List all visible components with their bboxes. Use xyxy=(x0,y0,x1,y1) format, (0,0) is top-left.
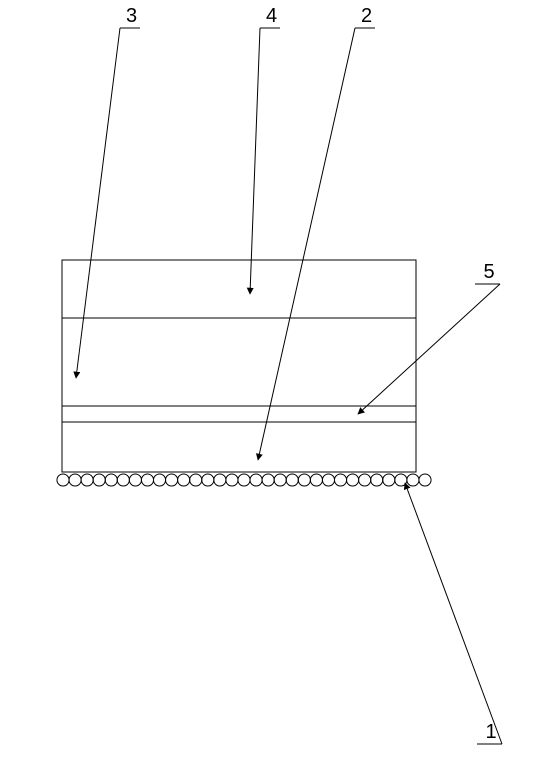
bead-circle xyxy=(117,474,129,486)
bead-circle xyxy=(298,474,310,486)
bead-circle xyxy=(262,474,274,486)
callout-arrow-3 xyxy=(76,28,120,378)
bead-circle xyxy=(286,474,298,486)
callout-label-5: 5 xyxy=(484,261,495,283)
bead-circle xyxy=(274,474,286,486)
labels-group: 3 4 2 5 1 xyxy=(126,5,497,743)
bead-circle xyxy=(250,474,262,486)
diagram-canvas: 3 4 2 5 1 xyxy=(0,0,550,764)
bead-circle xyxy=(347,474,359,486)
bead-circle xyxy=(238,474,250,486)
bead-circle xyxy=(190,474,202,486)
bead-circle xyxy=(310,474,322,486)
callout-label-1: 1 xyxy=(486,721,497,743)
bead-circle xyxy=(226,474,238,486)
bead-circle xyxy=(93,474,105,486)
bead-circle xyxy=(105,474,117,486)
bead-circle xyxy=(81,474,93,486)
bead-circle xyxy=(419,474,431,486)
bead-circle xyxy=(359,474,371,486)
bead-circle xyxy=(407,474,419,486)
geometry-group xyxy=(57,28,502,744)
bead-circle xyxy=(371,474,383,486)
callout-label-3: 3 xyxy=(126,5,137,27)
bead-circle xyxy=(383,474,395,486)
bead-circle xyxy=(202,474,214,486)
callout-arrow-2 xyxy=(258,28,355,460)
layer-block xyxy=(62,260,416,472)
bead-circle xyxy=(141,474,153,486)
bead-circle xyxy=(129,474,141,486)
bead-circle xyxy=(334,474,346,486)
bead-circle xyxy=(166,474,178,486)
bead-circle xyxy=(322,474,334,486)
callout-label-4: 4 xyxy=(266,5,277,27)
callout-arrow-5 xyxy=(358,284,500,414)
bead-circle xyxy=(69,474,81,486)
bead-circle xyxy=(153,474,165,486)
bead-circle xyxy=(57,474,69,486)
bead-circle xyxy=(178,474,190,486)
callout-arrow-4 xyxy=(250,28,260,294)
bead-circle xyxy=(214,474,226,486)
callout-arrow-1 xyxy=(405,483,502,744)
callout-label-2: 2 xyxy=(361,5,372,27)
